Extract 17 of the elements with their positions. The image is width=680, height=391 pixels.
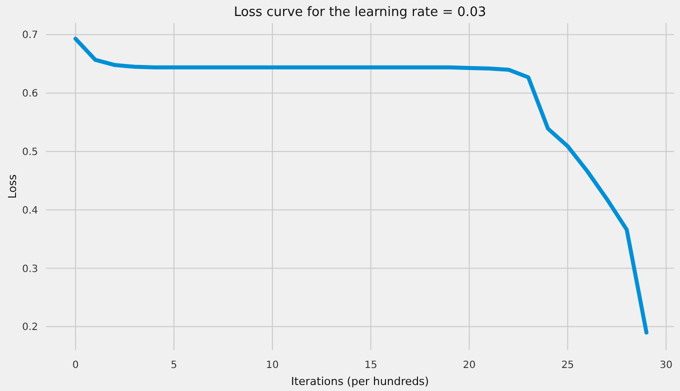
line-series [74,36,648,334]
x-tick-label: 15 [364,360,378,371]
y-tick-label: 0.7 [22,30,38,42]
x-tick-label: 25 [561,360,574,371]
x-axis-title: Iterations (per hundreds) [291,375,429,388]
x-tick-label: 20 [462,360,476,371]
x-tick-label: 5 [170,360,178,371]
y-tick-label: 0.6 [22,88,38,100]
y-tick-label: 0.2 [22,322,38,334]
y-tick-label: 0.4 [22,205,38,216]
chart-title: Loss curve for the learning rate = 0.03 [234,5,486,20]
x-tick-label: 30 [660,360,672,371]
x-tick-label: 0 [72,360,79,371]
y-axis-title: Loss [6,174,19,199]
y-tick-label: 0.3 [22,264,38,275]
x-tick-label: 10 [266,360,279,371]
y-tick-label: 0.5 [22,146,38,158]
